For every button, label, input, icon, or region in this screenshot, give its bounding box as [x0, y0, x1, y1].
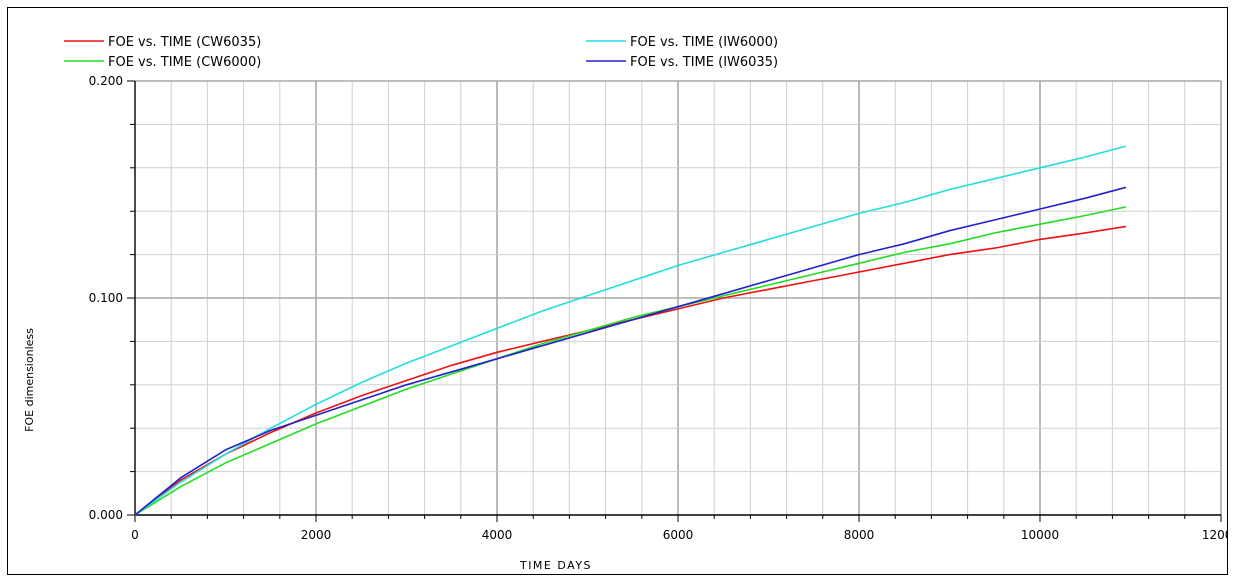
legend-label: FOE vs. TIME (CW6035) [108, 35, 261, 50]
x-tick-label: 8000 [844, 528, 875, 542]
series-lines [134, 145, 1127, 516]
y-tick-label: 0.200 [89, 74, 123, 88]
series-line [134, 145, 1127, 516]
line-chart: 0 2000 4000 6000 8000 10000 12000 0.000 0.100 0.2… [23, 35, 1235, 572]
x-tick-label: 12000 [1202, 528, 1227, 542]
x-tick-label: 6000 [663, 528, 694, 542]
series-line [134, 186, 1127, 516]
series-line [134, 206, 1127, 516]
x-tick-label: 4000 [482, 528, 513, 542]
y-tick-label: 0.100 [89, 291, 123, 305]
y-tick-label: 0.000 [89, 508, 123, 522]
x-tick-label: 2000 [301, 528, 332, 542]
grid [135, 80, 1222, 515]
tick-labels: 0 2000 4000 6000 8000 10000 12000 0.000 0.100 0.2… [89, 74, 1235, 542]
legend-label: FOE vs. TIME (IW6000) [630, 35, 778, 50]
legend-label: FOE vs. TIME (CW6000) [108, 55, 261, 70]
chart-frame: 0 2000 4000 6000 8000 10000 12000 0.000 0.100 0.2… [7, 7, 1235, 575]
x-tick-label: 0 [131, 528, 139, 542]
y-axis-label: FOE dimensionless [23, 328, 36, 432]
axes [127, 80, 1222, 522]
x-axis-label: TIME DAYS [519, 559, 592, 572]
legend: FOE vs. TIME (CW6035) FOE vs. TIME (IW600… [64, 35, 778, 70]
legend-label: FOE vs. TIME (IW6035) [630, 55, 778, 70]
x-tick-label: 10000 [1021, 528, 1059, 542]
